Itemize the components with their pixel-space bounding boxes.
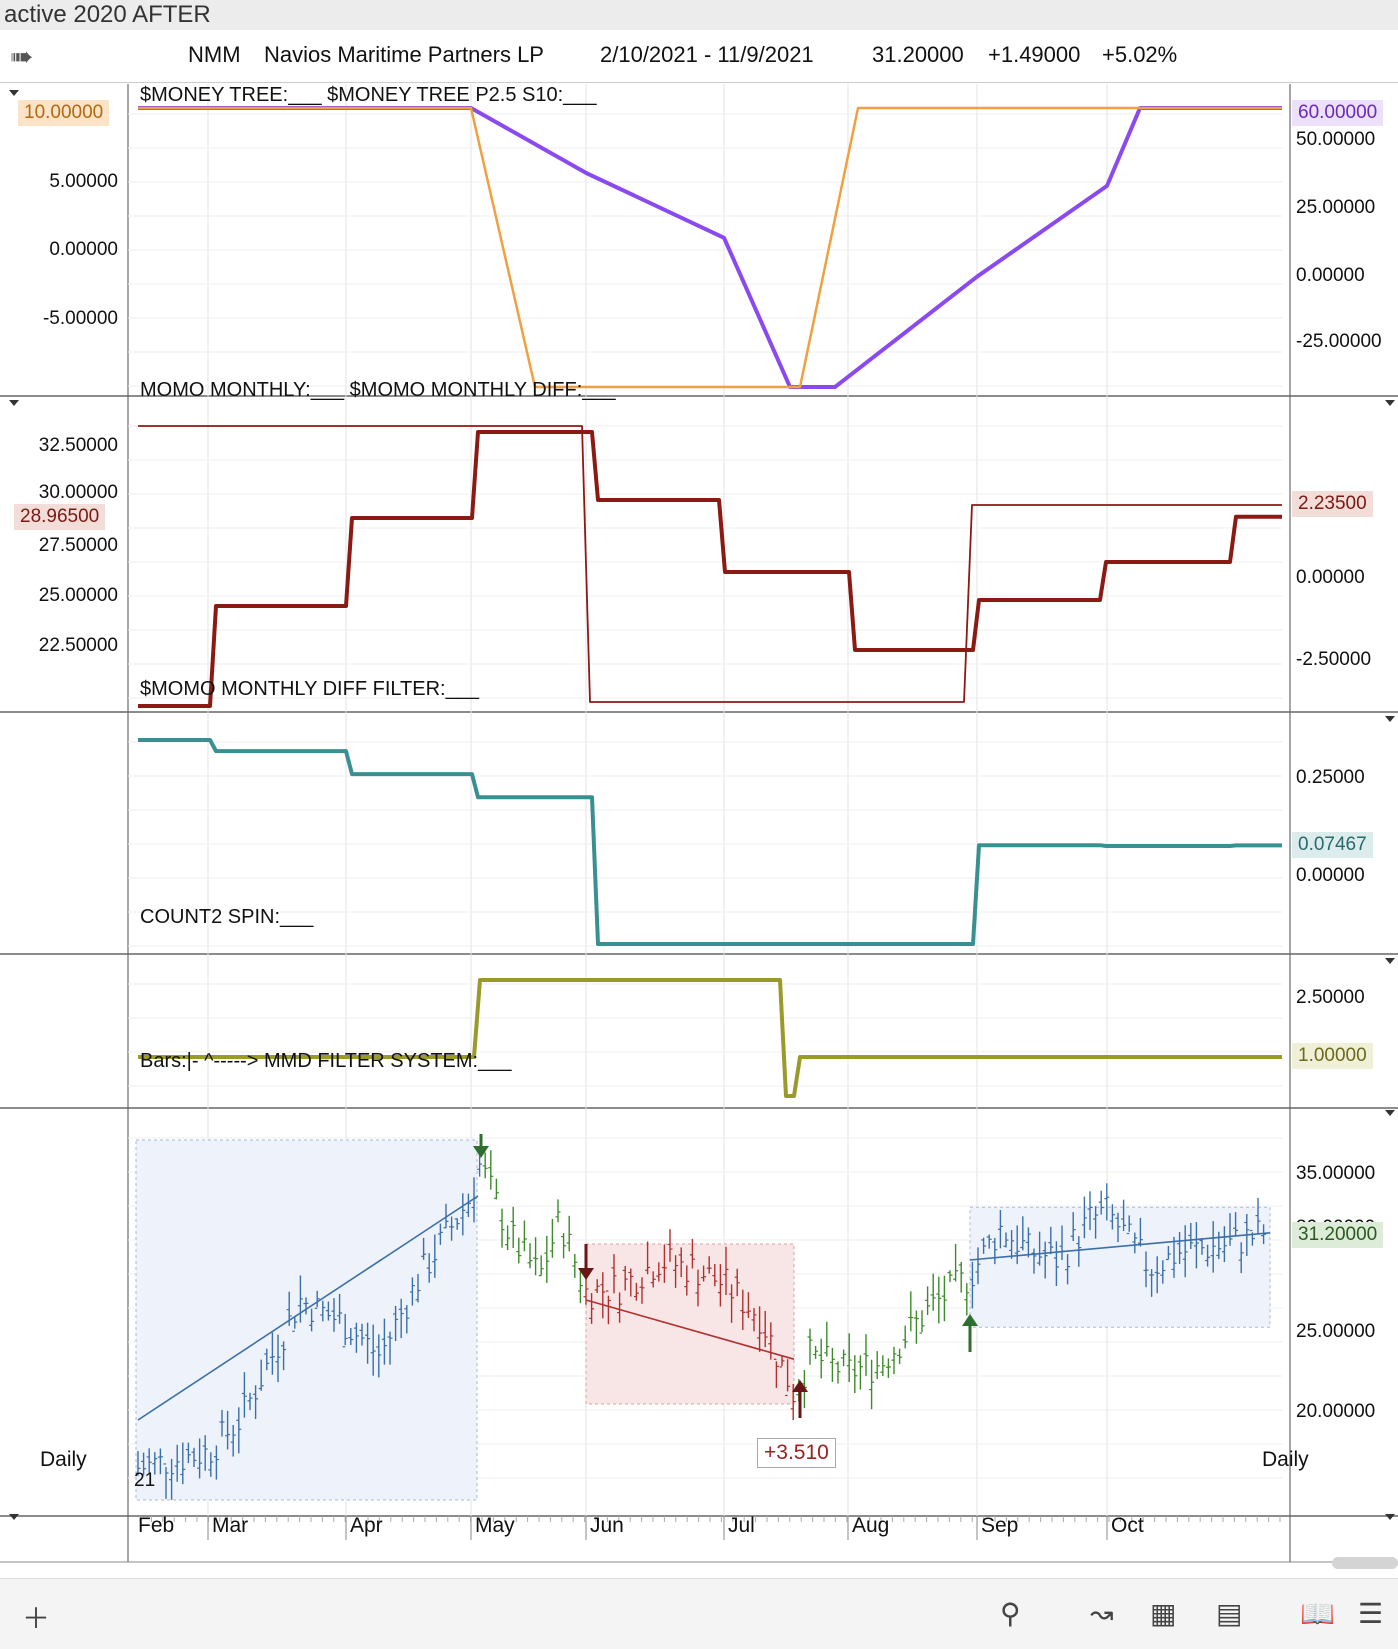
dropdown-triangle-icon	[1385, 1110, 1395, 1116]
money-tree-left-tick: 5.00000	[49, 171, 118, 192]
momo-right-tick: -2.50000	[1296, 649, 1372, 670]
momo-diff-line	[138, 425, 1282, 703]
search-icon[interactable]: ⚲	[1000, 1598, 1021, 1629]
chart-canvas[interactable]	[0, 0, 1398, 1578]
count2-right-value: 1.00000	[1292, 1043, 1373, 1069]
momo-left-tick: 22.50000	[38, 635, 118, 656]
month-label: Oct	[1111, 1514, 1144, 1537]
money-tree-left-tick: -5.00000	[42, 308, 118, 329]
diff-filter-line	[138, 738, 1282, 946]
price-right-value: 31.20000	[1292, 1222, 1384, 1248]
count2-line	[138, 978, 1282, 1098]
count2-title: COUNT2 SPIN:___	[140, 906, 314, 928]
money-tree-right-tick: -25.00000	[1296, 331, 1382, 352]
company-name: Navios Maritime Partners LP	[264, 42, 544, 67]
filter-right-value: 0.07467	[1292, 832, 1373, 858]
diff-filter-title: $MOMO MONTHLY DIFF FILTER:___	[140, 678, 479, 700]
cover-arrow-jul-head	[792, 1380, 808, 1392]
trade-result-label: +3.510	[757, 1438, 836, 1468]
date-range[interactable]: 2/10/2021 - 11/9/2021	[600, 42, 814, 67]
dropdown-triangle-icon	[9, 400, 19, 406]
add-icon[interactable]: ＋	[22, 1603, 51, 1634]
share-arrow-icon[interactable]: ➠	[10, 41, 34, 72]
momo-left-value: 28.96500	[14, 504, 106, 530]
money-tree-left-value: 10.00000	[18, 100, 110, 126]
month-label: Jun	[590, 1514, 624, 1537]
long-zone-2	[969, 1206, 1271, 1328]
money-tree-p-line	[138, 106, 1282, 389]
money-tree-right-tick: 0.00000	[1296, 265, 1365, 286]
bottom-toolbar: ＋ ⚲ ↝ ▦ ▤ 📖 ☰	[0, 1578, 1398, 1649]
chart-line-icon[interactable]: ↝	[1090, 1598, 1114, 1629]
momo-left-tick: 25.00000	[38, 585, 118, 606]
period-left[interactable]: Daily	[40, 1448, 87, 1471]
year-label: 21	[134, 1470, 156, 1491]
price-change: +1.49000	[988, 42, 1081, 67]
price-right-tick: 25.00000	[1296, 1321, 1376, 1342]
symbol[interactable]: NMM	[188, 42, 241, 67]
window-title: active 2020 AFTER	[4, 1, 211, 28]
last-price: 31.20000	[872, 42, 964, 67]
price-right-tick: 20.00000	[1296, 1401, 1376, 1422]
money-tree-right-tick: 25.00000	[1296, 197, 1376, 218]
momo-monthly-title: MOMO MONTHLY:___ $MOMO MONTHLY DIFF:___	[140, 379, 616, 401]
price-panel-title: Bars:|- ^-----> MMD FILTER SYSTEM:___	[140, 1050, 512, 1072]
money-tree-left-tick: 0.00000	[49, 239, 118, 260]
count2-right-tick: 2.50000	[1296, 987, 1365, 1008]
month-label: Aug	[852, 1514, 890, 1537]
money-tree-line	[138, 106, 1282, 389]
dropdown-triangle-icon	[9, 90, 19, 96]
momo-left-tick: 32.50000	[38, 435, 118, 456]
sell-arrow-jun-head	[578, 1268, 594, 1280]
price-change-pct: +5.02%	[1102, 42, 1178, 67]
momo-right-value: 2.23500	[1292, 491, 1373, 517]
money-tree-title: $MONEY TREE:___ $MONEY TREE P2.5 S10:___	[140, 84, 597, 106]
momo-right-tick: 0.00000	[1296, 567, 1365, 588]
month-label: May	[475, 1514, 515, 1537]
book-icon[interactable]: 📖	[1300, 1598, 1335, 1629]
money-tree-right-value: 60.00000	[1292, 100, 1384, 126]
month-label: Jul	[728, 1514, 755, 1537]
price-right-tick: 35.00000	[1296, 1163, 1376, 1184]
long-zone-1	[135, 1139, 478, 1501]
month-label: Sep	[981, 1514, 1019, 1537]
panel-icon[interactable]: ▤	[1216, 1598, 1243, 1629]
dropdown-triangle-icon	[1385, 716, 1395, 722]
symbol-info-bar: ➠ NMM Navios Maritime Partners LP 2/10/2…	[0, 30, 1398, 83]
dropdown-triangle-icon	[1385, 400, 1395, 406]
month-label: Feb	[138, 1514, 175, 1537]
dropdown-triangle-icon	[1385, 1514, 1395, 1520]
window-titlebar: active 2020 AFTER	[0, 0, 1398, 31]
period-right[interactable]: Daily	[1262, 1448, 1309, 1471]
momo-left-tick: 27.50000	[38, 535, 118, 556]
dropdown-triangle-icon	[1385, 958, 1395, 964]
buy-arrow-may-head	[473, 1146, 489, 1158]
buy-arrow-sep-head	[962, 1314, 978, 1326]
short-zone	[585, 1243, 795, 1405]
horizontal-scrollbar[interactable]	[1332, 1557, 1398, 1569]
menu-icon[interactable]: ☰	[1358, 1598, 1384, 1629]
month-label: Apr	[350, 1514, 383, 1537]
grid-icon[interactable]: ▦	[1150, 1598, 1177, 1629]
mmd-line-3	[969, 1232, 1271, 1261]
filter-right-tick: 0.25000	[1296, 767, 1365, 788]
money-tree-right-tick: 50.00000	[1296, 129, 1376, 150]
mmd-line-1	[137, 1195, 479, 1421]
filter-right-tick: 0.00000	[1296, 865, 1365, 886]
dropdown-triangle-icon	[9, 1514, 19, 1520]
momo-monthly-line	[138, 430, 1282, 708]
month-label: Mar	[212, 1514, 249, 1537]
momo-left-tick: 30.00000	[38, 482, 118, 503]
